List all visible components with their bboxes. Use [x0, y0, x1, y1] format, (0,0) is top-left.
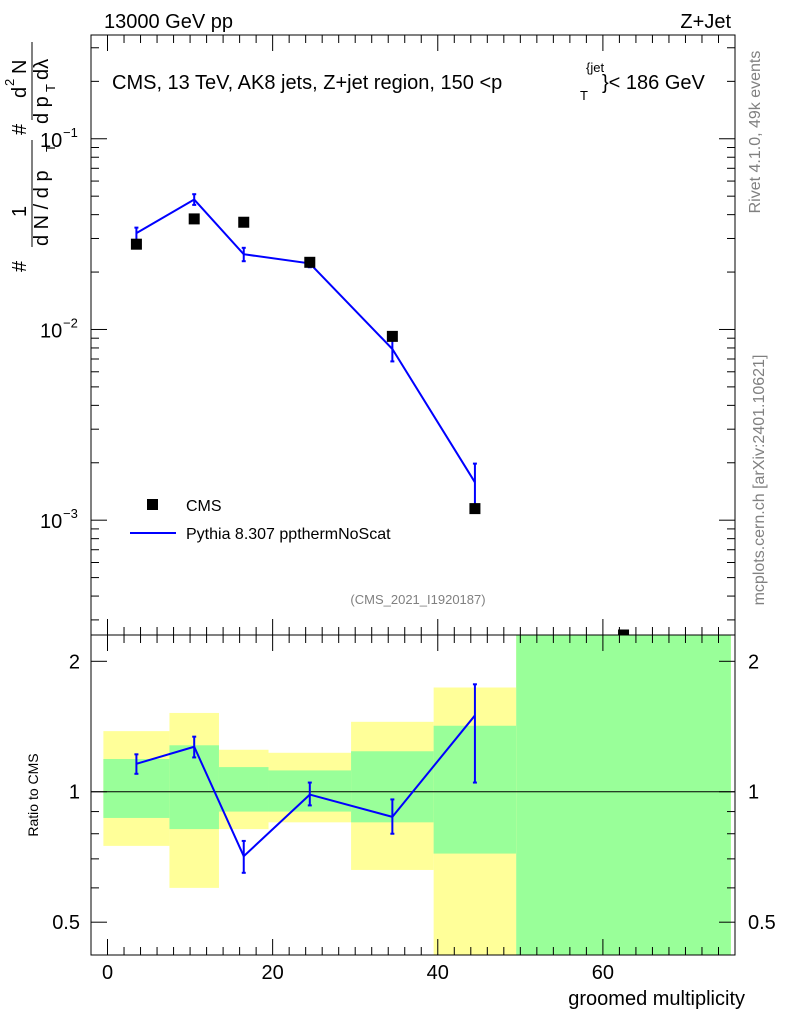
- main-y-tick-exponent: −2: [63, 315, 78, 330]
- ylabel-one: 1: [9, 206, 31, 217]
- legend: CMS Pythia 8.307 ppthermNoScat: [130, 498, 391, 543]
- x-axis-label: groomed multiplicity: [568, 988, 745, 1010]
- main-cms-point: [188, 213, 200, 225]
- rivet-version-label: Rivet 4.1.0, 49k events: [747, 51, 764, 214]
- ylabel-numerator-power: 2: [2, 79, 17, 86]
- ylabel-denominator-2: d p: [31, 96, 53, 124]
- main-panel: 10−110−210−3 CMS, 13 TeV, AK8 jets, Z+je…: [2, 34, 736, 641]
- ratio-y-tick-label-right: 2: [748, 651, 759, 673]
- mcplots-source-label: mcplots.cern.ch [arXiv:2401.10621]: [751, 355, 768, 606]
- x-tick-label: 40: [427, 962, 449, 984]
- ratio-y-tick-label-right: 0.5: [748, 912, 776, 934]
- ylabel-hash: #: [9, 260, 31, 272]
- main-cms-point: [130, 238, 142, 250]
- ratio-green-band: [218, 767, 269, 812]
- ratio-y-tick-label-right: 1: [748, 782, 759, 804]
- plot-title: CMS, 13 TeV, AK8 jets, Z+jet region, 150…: [112, 72, 502, 94]
- ratio-y-tick-label: 1: [69, 782, 80, 804]
- plot-title-prefix: CMS, 13 TeV, AK8 jets, Z+jet region, 150…: [112, 72, 502, 94]
- header-process-label: Z+Jet: [680, 11, 731, 33]
- main-y-tick-label: 10: [40, 511, 62, 533]
- legend-pythia-label: Pythia 8.307 ppthermNoScat: [186, 526, 391, 543]
- ylabel-denominator-2-lambda: dλ: [31, 59, 53, 80]
- x-tick-label: 0: [102, 962, 113, 984]
- main-cms-point: [386, 330, 398, 342]
- ylabel-hash-2: #: [9, 123, 31, 135]
- main-cms-point: [469, 503, 481, 515]
- plot-title-suffix: }< 186 GeV: [602, 72, 706, 94]
- main-y-axis-label: # 1 d N / d p T # d 2 N d p T dλ: [2, 42, 58, 272]
- main-y-tick-label: 10: [40, 130, 62, 152]
- x-tick-label: 20: [262, 962, 284, 984]
- main-y-tick-exponent: −3: [63, 506, 78, 521]
- main-cms-point: [238, 216, 250, 228]
- ylabel-numerator-n: N: [9, 60, 31, 74]
- ratio-y-tick-label: 0.5: [52, 912, 80, 934]
- ylabel-denominator: d N / d p: [31, 170, 53, 246]
- ylabel-numerator-d: d: [9, 87, 31, 98]
- plot-title-subscript: T: [580, 88, 588, 103]
- ratio-panel: 0.5 0.51 12 20 20 40 60 Ratio to CMS groomed m…: [25, 634, 776, 1010]
- ratio-green-band: [169, 745, 219, 830]
- legend-cms-marker: [147, 499, 158, 510]
- header-energy-label: 13000 GeV pp: [104, 11, 233, 33]
- analysis-id-watermark: (CMS_2021_I1920187): [350, 592, 485, 607]
- x-tick-label: 60: [592, 962, 614, 984]
- plot-title-superscript: {jet: [586, 60, 604, 75]
- ratio-panel-frame: [90, 634, 736, 956]
- main-cms-point: [304, 256, 316, 268]
- main-y-tick-exponent: −1: [63, 125, 78, 140]
- ratio-pythia-line: [136, 714, 476, 858]
- main-pythia-line: [135, 198, 476, 483]
- ratio-y-axis-label: Ratio to CMS: [25, 753, 41, 836]
- main-y-tick-label: 10: [40, 320, 62, 342]
- ylabel-denominator-2-sub: T: [43, 84, 58, 92]
- ratio-y-tick-label: 2: [69, 651, 80, 673]
- ylabel-denominator-sub: T: [43, 144, 58, 152]
- ratio-green-band: [516, 635, 731, 955]
- main-panel-frame: [90, 34, 736, 636]
- legend-cms-label: CMS: [186, 498, 222, 515]
